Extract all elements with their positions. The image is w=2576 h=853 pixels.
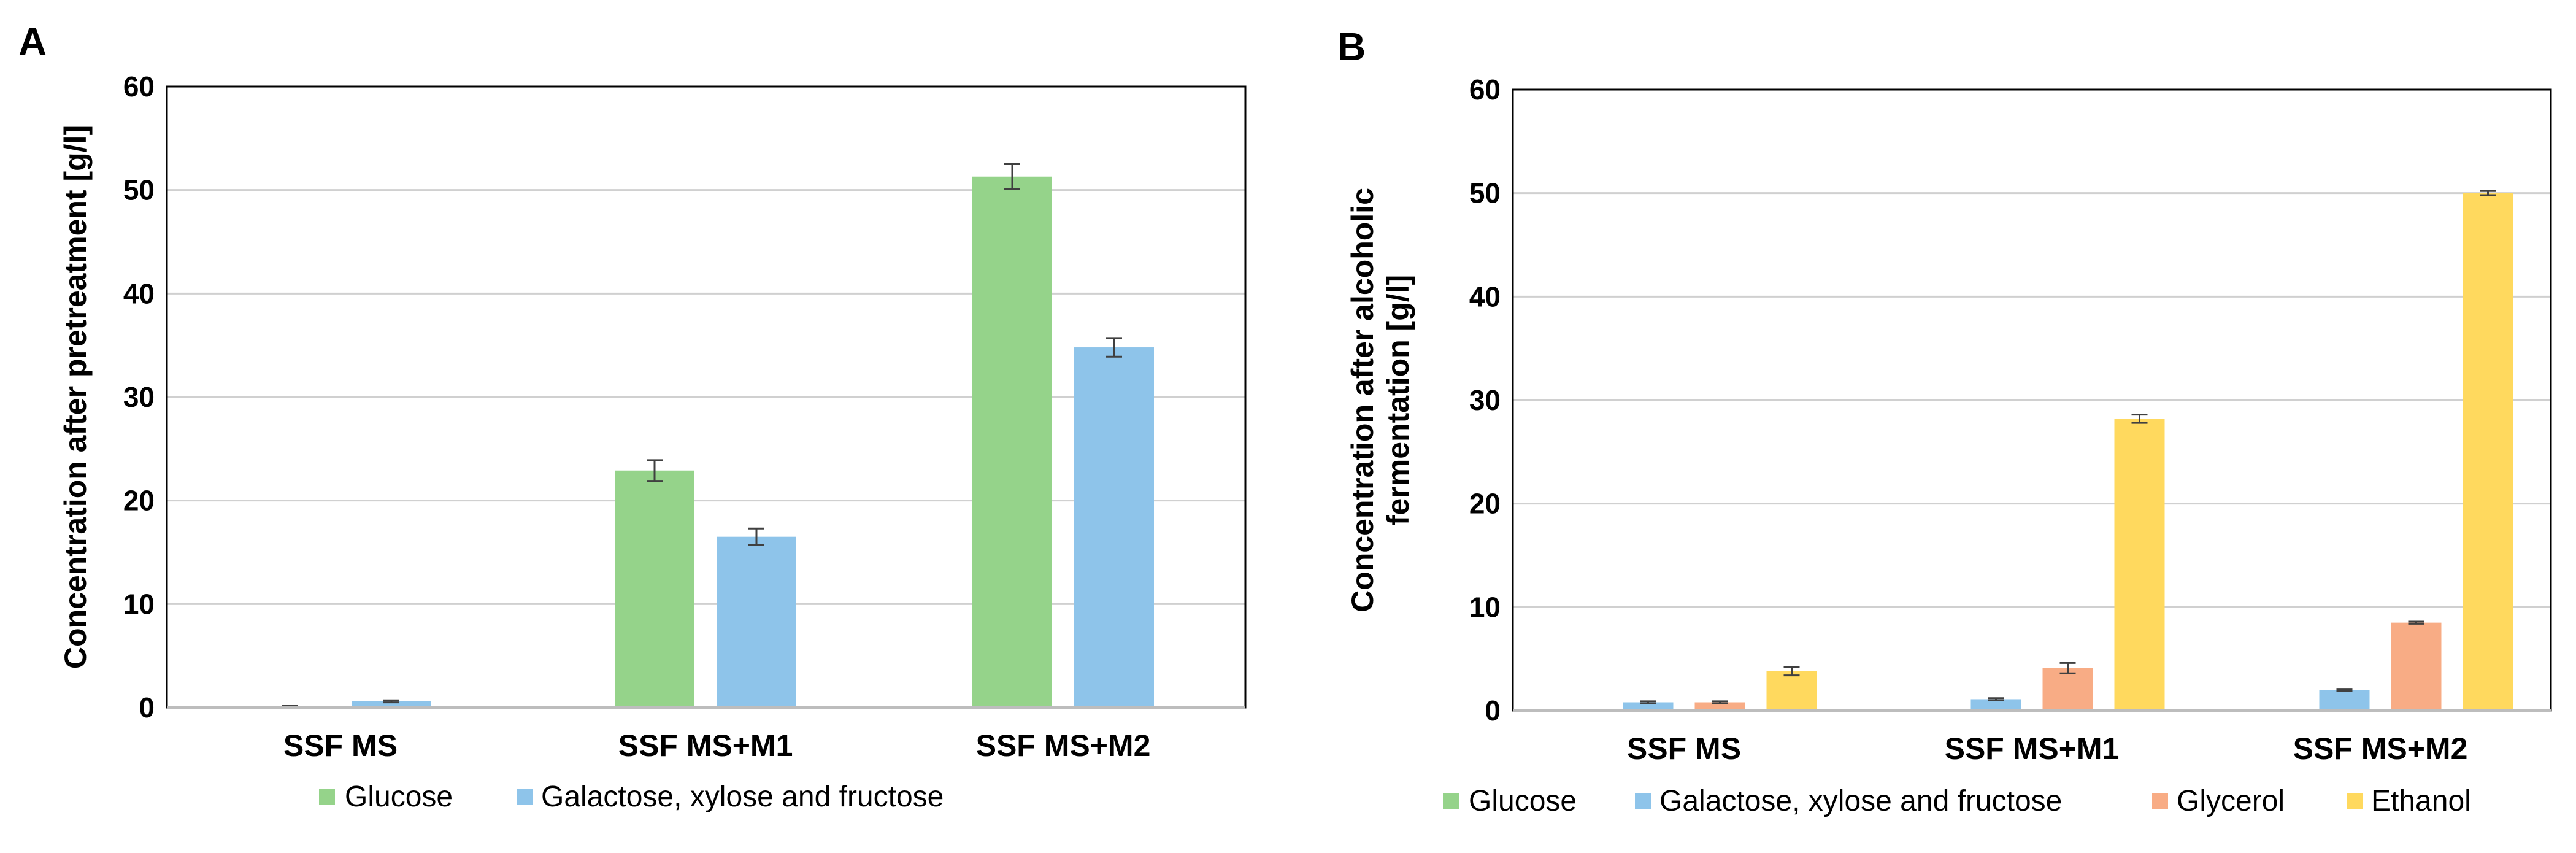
panel-a-legend-swatch-glucose bbox=[319, 789, 335, 805]
panel-b-y-tick-label: 30 bbox=[1469, 384, 1501, 416]
panel-b-y-tick-label: 60 bbox=[1469, 74, 1501, 106]
panel-a-y-tick-label: 20 bbox=[123, 485, 155, 517]
panel-b-error-bar-ethanol-ssf-ms bbox=[1783, 666, 1800, 677]
panel-b-error-bar-ethanol-ssf-ms-m2 bbox=[2480, 190, 2496, 196]
panel-a-bar-galactose-xylose-and-fructose-ssf-ms-m1 bbox=[717, 536, 796, 708]
chart-panel-a: 0 10 20 30 40 50 60 SSF MS SSF MS+M1 SSF MS+M2 Con… bbox=[58, 71, 1247, 813]
panel-b-y-axis-label-line: fermentation [g/l] bbox=[1381, 275, 1415, 525]
panel-b-y-tick-label: 40 bbox=[1469, 280, 1501, 312]
panel-b-error-bar-glycerol-ssf-ms-m1 bbox=[2059, 662, 2076, 674]
panel-b-legend-label-ethanol: Ethanol bbox=[2371, 785, 2471, 817]
panel-label-b: B bbox=[1337, 25, 1366, 69]
panel-a-y-tick-label: 30 bbox=[123, 381, 155, 413]
panel-b-legend-label-glucose: Glucose bbox=[1469, 785, 1577, 817]
panel-b-bar-galactose-xylose-and-fructose-ssf-ms-m2 bbox=[2319, 690, 2370, 711]
panel-a-y-tick-label: 50 bbox=[123, 174, 155, 206]
panel-b-legend-swatch-galactose-xylose-and-fructose bbox=[1635, 793, 1651, 809]
panel-a-bar-galactose-xylose-and-fructose-ssf-ms bbox=[352, 701, 431, 708]
panel-b-y-tick-label: 20 bbox=[1469, 488, 1501, 520]
panel-b-y-tick-label: 50 bbox=[1469, 177, 1501, 209]
panel-a-error-bar-galactose-xylose-and-fructose-ssf-ms-m1 bbox=[748, 527, 764, 546]
panel-b-error-bar-galactose-xylose-and-fructose-ssf-ms-m2 bbox=[2336, 688, 2353, 692]
panel-b-legend-label-glycerol: Glycerol bbox=[2177, 785, 2285, 817]
panel-a-category-label: SSF MS+M2 bbox=[976, 728, 1151, 763]
panel-a-bar-glucose-ssf-ms-m2 bbox=[972, 176, 1052, 708]
panel-b-category-label: SSF MS+M2 bbox=[2293, 731, 2468, 766]
panel-a-y-axis-label: Concentration after pretreatment [g/l] bbox=[58, 125, 93, 669]
panel-b-error-bar-galactose-xylose-and-fructose-ssf-ms-m1 bbox=[1988, 697, 2004, 701]
panel-b-bar-ethanol-ssf-ms-m2 bbox=[2463, 193, 2513, 711]
panel-a-bar-glucose-ssf-ms-m1 bbox=[615, 470, 694, 708]
panel-b-legend-swatch-glycerol bbox=[2152, 793, 2168, 809]
panel-b-error-bar-galactose-xylose-and-fructose-ssf-ms bbox=[1640, 700, 1656, 704]
panel-a-legend-label-galactose-xylose-and-fructose: Galactose, xylose and fructose bbox=[541, 781, 944, 813]
panel-a-error-bar-galactose-xylose-and-fructose-ssf-ms-m2 bbox=[1106, 337, 1122, 358]
panel-a-error-bar-galactose-xylose-and-fructose-ssf-ms bbox=[383, 699, 399, 704]
panel-b-category-label: SSF MS bbox=[1627, 731, 1741, 766]
panel-a-y-tick-label: 40 bbox=[123, 277, 155, 309]
panel-b-y-tick-label: 0 bbox=[1485, 695, 1501, 727]
chart-panel-b: 0 10 20 30 40 50 60 SSF MS SSF MS+M1 SSF MS+M2 Con… bbox=[1345, 74, 2552, 817]
panel-a-legend-label-glucose: Glucose bbox=[345, 781, 453, 813]
panel-b-legend-label-galactose-xylose-and-fructose: Galactose, xylose and fructose bbox=[1659, 785, 2062, 817]
panel-b-legend-swatch-ethanol bbox=[2347, 793, 2363, 809]
panel-b-bar-galactose-xylose-and-fructose-ssf-ms-m1 bbox=[1970, 699, 2021, 711]
panel-a-y-tick-label: 60 bbox=[123, 71, 155, 102]
panel-a-category-label: SSF MS+M1 bbox=[618, 728, 793, 763]
panel-b-error-bar-ethanol-ssf-ms-m1 bbox=[2131, 414, 2148, 424]
panel-a-y-tick-label: 10 bbox=[123, 588, 155, 620]
panel-b-bar-ethanol-ssf-ms bbox=[1766, 671, 1817, 711]
panel-b-y-tick-label: 10 bbox=[1469, 591, 1501, 623]
panel-b-bar-glycerol-ssf-ms bbox=[1694, 702, 1745, 711]
panel-b-y-axis-label-line: Concentration after alcoholic bbox=[1345, 188, 1380, 612]
panel-b-bar-galactose-xylose-and-fructose-ssf-ms bbox=[1623, 702, 1674, 711]
panel-b-legend-swatch-glucose bbox=[1443, 793, 1459, 809]
panel-a-bar-galactose-xylose-and-fructose-ssf-ms-m2 bbox=[1074, 347, 1154, 708]
panel-a-error-bar-glucose-ssf-ms-m2 bbox=[1004, 163, 1020, 190]
panel-b-bar-glycerol-ssf-ms-m1 bbox=[2042, 668, 2093, 711]
panel-a-error-bar-glucose-ssf-ms-m1 bbox=[647, 459, 663, 482]
panel-a-y-tick-label: 0 bbox=[139, 692, 155, 724]
panel-a-legend-swatch-galactose-xylose-and-fructose bbox=[517, 789, 533, 805]
panel-b-y-axis-label: Concentration after alcoholicfermentatio… bbox=[1345, 188, 1415, 612]
panel-b-bar-glycerol-ssf-ms-m2 bbox=[2391, 622, 2442, 711]
panel-b-bar-ethanol-ssf-ms-m1 bbox=[2114, 419, 2165, 711]
panel-label-a: A bbox=[18, 20, 47, 64]
panel-b-error-bar-glycerol-ssf-ms bbox=[1712, 700, 1728, 704]
panel-b-error-bar-glycerol-ssf-ms-m2 bbox=[2408, 620, 2424, 625]
panel-b-category-label: SSF MS+M1 bbox=[1945, 731, 2120, 766]
panel-a-y-axis-label-line: Concentration after pretreatment [g/l] bbox=[58, 125, 93, 669]
panel-a-category-label: SSF MS bbox=[283, 728, 398, 763]
